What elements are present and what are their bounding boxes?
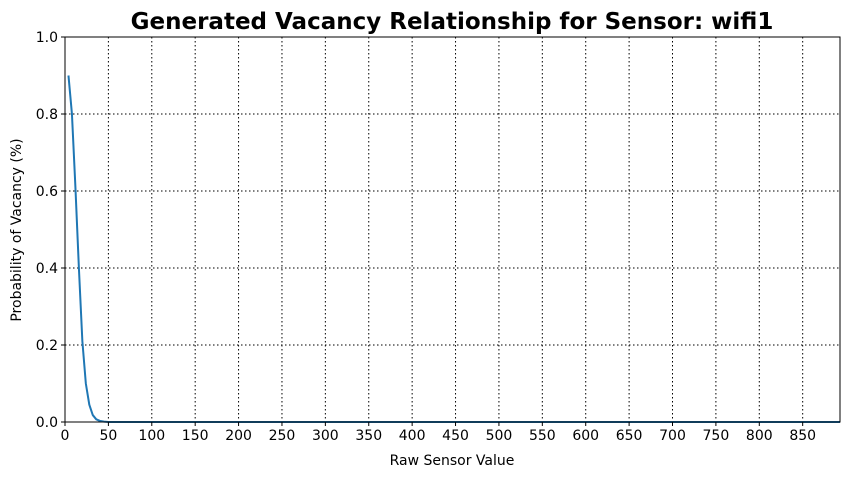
x-tick-label: 100 bbox=[138, 428, 165, 444]
series-line bbox=[67, 75, 840, 423]
y-axis-label: Probability of Vacancy (%) bbox=[9, 138, 25, 321]
y-tick-label: 0.8 bbox=[36, 107, 58, 123]
x-tick-label: 650 bbox=[616, 428, 643, 444]
x-axis-ticks: 0 50 100 150 200 250 300 350 400 450 500 550 600 650 7… bbox=[61, 422, 816, 444]
x-tick-label: 250 bbox=[269, 428, 296, 444]
y-tick-label: 0.2 bbox=[36, 338, 58, 354]
y-tick-label: 0.6 bbox=[36, 184, 58, 200]
x-tick-label: 750 bbox=[703, 428, 730, 444]
y-tick-label: 0.0 bbox=[36, 415, 58, 431]
x-tick-label: 600 bbox=[572, 428, 599, 444]
x-tick-label: 700 bbox=[659, 428, 686, 444]
x-tick-label: 450 bbox=[442, 428, 469, 444]
x-tick-label: 500 bbox=[486, 428, 513, 444]
x-tick-label: 400 bbox=[399, 428, 426, 444]
x-tick-label: 300 bbox=[312, 428, 339, 444]
x-axis-label: Raw Sensor Value bbox=[390, 453, 515, 469]
series-layer bbox=[67, 75, 840, 423]
x-tick-label: 150 bbox=[182, 428, 209, 444]
grid-lines bbox=[64, 36, 840, 423]
chart-title: Generated Vacancy Relationship for Senso… bbox=[131, 9, 774, 35]
x-tick-label: 0 bbox=[61, 428, 70, 444]
x-tick-label: 50 bbox=[99, 428, 117, 444]
x-tick-label: 350 bbox=[355, 428, 382, 444]
x-tick-label: 800 bbox=[746, 428, 773, 444]
x-tick-label: 550 bbox=[529, 428, 556, 444]
y-axis-ticks: 0.0 0.2 0.4 0.6 0.8 1.0 bbox=[36, 30, 65, 431]
x-tick-label: 850 bbox=[789, 428, 816, 444]
y-tick-label: 0.4 bbox=[36, 261, 58, 277]
y-tick-label: 1.0 bbox=[36, 30, 58, 46]
plot-frame bbox=[64, 36, 841, 423]
x-tick-label: 200 bbox=[225, 428, 252, 444]
